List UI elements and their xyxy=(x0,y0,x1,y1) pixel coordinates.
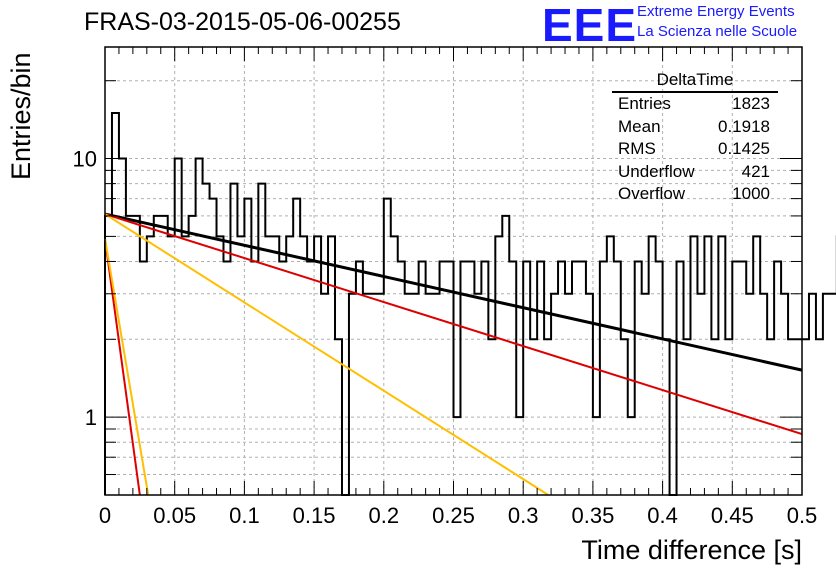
stats-label: RMS xyxy=(618,139,656,158)
x-tick-label: 0.1 xyxy=(229,503,260,528)
x-tick-label: 0 xyxy=(99,503,111,528)
x-tick-label: 0.5 xyxy=(787,503,818,528)
histogram-outline xyxy=(104,112,836,496)
stats-row-mean: Mean 0.1918 xyxy=(612,116,778,139)
x-tick-label: 0.2 xyxy=(369,503,400,528)
stats-row-rms: RMS 0.1425 xyxy=(612,138,778,161)
logo-line-2: La Scienza nelle Scuole xyxy=(637,23,798,40)
logo-line-1: Extreme Energy Events xyxy=(637,3,795,20)
x-tick-label: 0.3 xyxy=(508,503,539,528)
stats-label: Mean xyxy=(618,116,661,136)
fit-line-2 xyxy=(104,213,803,436)
tick-labels: 0 0.05 0.1 0.15 0.2 0.25 0.3 0.35 0.4 0.45 0.5 1 10 xyxy=(73,147,818,528)
fit-line-1 xyxy=(104,212,803,372)
chart-title: FRAS-03-2015-05-06-00255 xyxy=(84,8,401,36)
stats-row-entries: Entries 1823 xyxy=(612,93,778,116)
fit-line-3 xyxy=(104,213,549,496)
stats-value: 421 xyxy=(741,161,770,181)
stats-value: 1823 xyxy=(732,94,770,113)
stats-label: Underflow xyxy=(618,161,695,181)
stats-label: Overflow xyxy=(618,184,686,203)
x-tick-label: 0.45 xyxy=(711,503,754,528)
x-tick-label: 0.05 xyxy=(153,503,196,528)
y-tick-label: 1 xyxy=(85,405,97,430)
eee-logo: EEE xyxy=(542,0,638,51)
x-tick-label: 0.35 xyxy=(571,503,614,528)
stats-value: 0.1918 xyxy=(718,116,770,136)
x-tick-label: 0.15 xyxy=(293,503,336,528)
stats-row-overflow: Overflow 1000 xyxy=(612,183,778,206)
ticks xyxy=(104,47,803,496)
stats-value: 1000 xyxy=(732,184,770,203)
y-tick-label: 10 xyxy=(73,147,97,172)
fit-line-4 xyxy=(104,238,141,496)
stats-label: Entries xyxy=(618,94,671,113)
fit-line-5 xyxy=(104,238,150,496)
histogram xyxy=(104,112,836,496)
stats-row-underflow: Underflow 421 xyxy=(612,161,778,184)
stats-value: 0.1425 xyxy=(718,139,770,158)
stats-title: DeltaTime xyxy=(612,70,778,93)
x-tick-label: 0.25 xyxy=(432,503,475,528)
x-tick-label: 0.4 xyxy=(647,503,678,528)
fit-lines xyxy=(104,212,803,496)
x-axis-label: Time difference [s] xyxy=(581,535,802,565)
y-axis-label: Entries/bin xyxy=(6,52,36,180)
stats-box: DeltaTime Entries 1823 Mean 0.1918 RMS 0… xyxy=(612,70,778,206)
